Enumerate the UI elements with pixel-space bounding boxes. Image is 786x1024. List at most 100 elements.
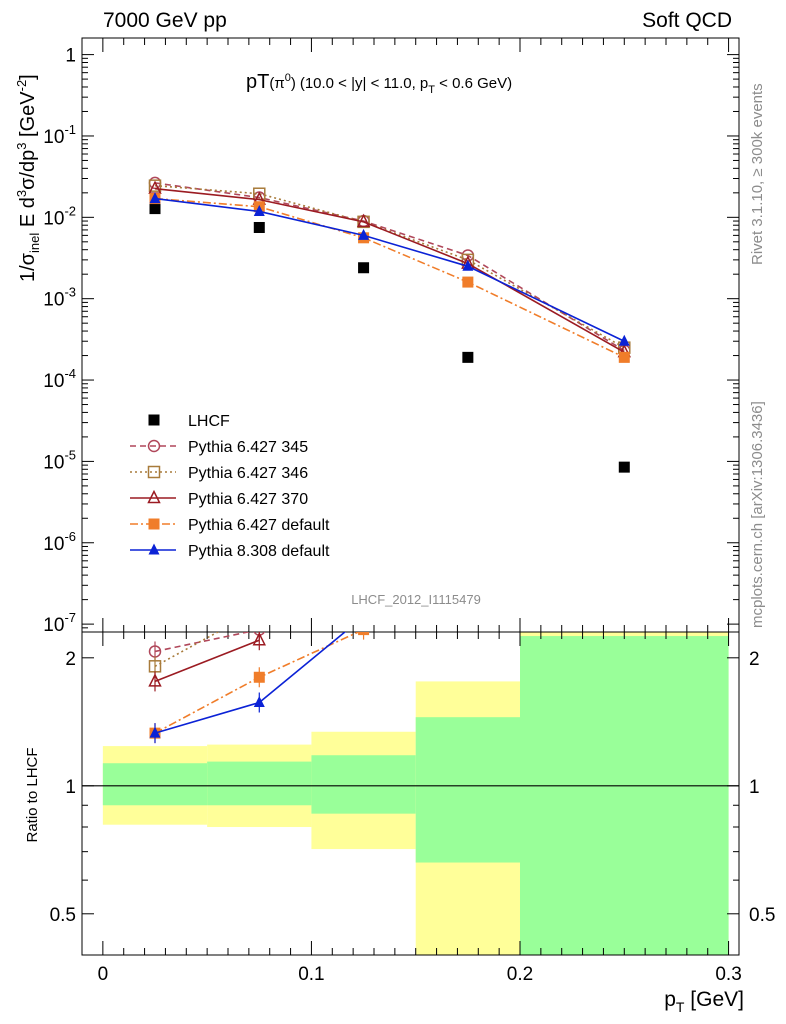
y-tick-base: 10 — [43, 127, 64, 148]
y-label-e: ] — [17, 74, 39, 80]
data-point — [358, 228, 370, 240]
analysis-watermark: LHCF_2012_I1115479 — [351, 592, 481, 607]
y-tick-base: 10 — [43, 290, 64, 311]
y-tick-label: 10-3 — [43, 285, 76, 311]
data-point — [253, 671, 265, 683]
legend-entry: Pythia 6.427 346 — [130, 465, 308, 482]
y-tick-base: 10 — [43, 208, 64, 229]
data-point — [618, 461, 630, 473]
y-tick-exp: -1 — [64, 122, 76, 137]
y-tick-label: 10-1 — [43, 122, 76, 148]
data-point — [147, 465, 161, 479]
y-tick-label: 10-5 — [43, 447, 76, 473]
ratio-bands — [82, 632, 739, 955]
y-tick-base: 10 — [43, 371, 64, 392]
data-point — [253, 221, 265, 233]
y-tick-exp: -5 — [64, 447, 76, 462]
y-tick-exp: -7 — [64, 610, 76, 625]
ratio-axis-label: Ratio to LHCF — [24, 747, 41, 842]
data-point — [253, 204, 265, 216]
plot-title: pT(π0) (10.0 < |y| < 11.0, pT < 0.6 GeV) — [246, 71, 512, 96]
series-pythia-6-427-370 — [148, 180, 631, 358]
data-point — [358, 262, 370, 274]
data-point — [253, 696, 265, 708]
series-line — [154, 197, 625, 342]
y-tick-label: 10-2 — [43, 203, 76, 229]
y-label-b: E d — [17, 197, 39, 233]
data-point — [149, 203, 161, 215]
uncertainty-band-inner — [415, 717, 520, 863]
series-pythia-8-308-default — [149, 192, 630, 346]
legend-label: Pythia 6.427 346 — [188, 465, 308, 482]
data-point — [358, 610, 369, 621]
data-point — [149, 192, 161, 204]
y-label-d-sup: -2 — [14, 80, 29, 92]
y-tick-exp: -4 — [64, 366, 76, 381]
ratio-tick-label: 2 — [65, 649, 76, 670]
uncertainty-band-inner — [207, 761, 312, 806]
legend-entry: LHCF — [148, 413, 230, 430]
x-tick-label: 0 — [98, 964, 109, 985]
data-point — [254, 604, 265, 615]
ratio-tick-label-right: 2 — [749, 649, 760, 670]
x-label-a: p — [664, 988, 676, 1011]
y-label-c: σ/dp — [17, 150, 39, 190]
y-tick-label: 1 — [65, 46, 76, 67]
header-left: 7000 GeV pp — [103, 9, 227, 32]
series-line — [154, 197, 625, 359]
data-point — [148, 673, 162, 687]
legend-entry: Pythia 6.427 345 — [130, 439, 308, 456]
x-label-b: [GeV] — [684, 988, 744, 1011]
data-point — [618, 334, 630, 346]
x-tick-label: 0.2 — [507, 964, 533, 985]
plot-title-particle-end: ) — [291, 75, 296, 92]
series-pythia-6-427-default — [149, 193, 630, 363]
plot-title-particle-sup: 0 — [285, 72, 291, 84]
main-y-ticks: 110-110-210-310-410-510-610-7 — [43, 46, 739, 636]
legend-label: Pythia 6.427 default — [188, 517, 330, 534]
data-point — [147, 489, 161, 504]
data-point — [462, 276, 474, 288]
ratio-tick-label-right: 0.5 — [749, 905, 775, 926]
uncertainty-band-inner — [520, 636, 729, 955]
data-point — [462, 351, 474, 363]
x-label-a-sub: T — [676, 999, 685, 1015]
y-label-a: 1/σ — [17, 252, 39, 282]
series-lhcf — [149, 203, 630, 473]
y-tick-base: 10 — [43, 534, 64, 555]
x-tick-label: 0.1 — [298, 964, 324, 985]
ratio-tick-label: 1 — [65, 777, 76, 798]
data-point — [462, 259, 474, 271]
ratio-pythia-8-308-default — [149, 610, 369, 744]
mcplots-label: mcplots.cern.ch [arXiv:1306.3436] — [749, 401, 766, 628]
ratio-tick-label-right: 1 — [749, 777, 760, 798]
y-tick-exp: -2 — [64, 203, 76, 218]
legend-entry: Pythia 6.427 default — [130, 517, 330, 534]
y-tick-exp: -6 — [64, 529, 76, 544]
y-tick-base: 10 — [43, 615, 64, 636]
x-tick-label: 0.3 — [715, 964, 741, 985]
data-point — [148, 179, 162, 192]
data-point — [358, 632, 370, 636]
uncertainty-band-inner — [102, 763, 208, 806]
ratio-plot-frame — [81, 631, 740, 956]
y-tick-label: 10-4 — [43, 366, 76, 392]
data-point — [618, 351, 630, 363]
uncertainty-band-inner — [311, 755, 416, 814]
y-label-c-sup: 3 — [14, 143, 29, 150]
legend-entry: Pythia 8.308 default — [130, 543, 330, 560]
series-line — [154, 187, 625, 353]
rivet-label: Rivet 3.1.10, ≥ 300k events — [749, 83, 766, 265]
plot-title-particle: (π — [269, 75, 284, 92]
ratio-pythia-6-427-370 — [148, 632, 266, 692]
data-point — [356, 213, 371, 228]
y-tick-label: 10-6 — [43, 529, 76, 555]
legend-label: Pythia 8.308 default — [188, 543, 330, 560]
y-label-a-sub: inel — [27, 233, 42, 253]
plot-title-main: pT — [246, 71, 269, 93]
ratio-y-ticks: 2 2 1 1 0.5 0.5 — [50, 649, 776, 926]
y-label-d: [GeV — [17, 91, 39, 143]
data-point — [148, 414, 160, 426]
x-axis-label: pT [GeV] — [664, 988, 744, 1015]
